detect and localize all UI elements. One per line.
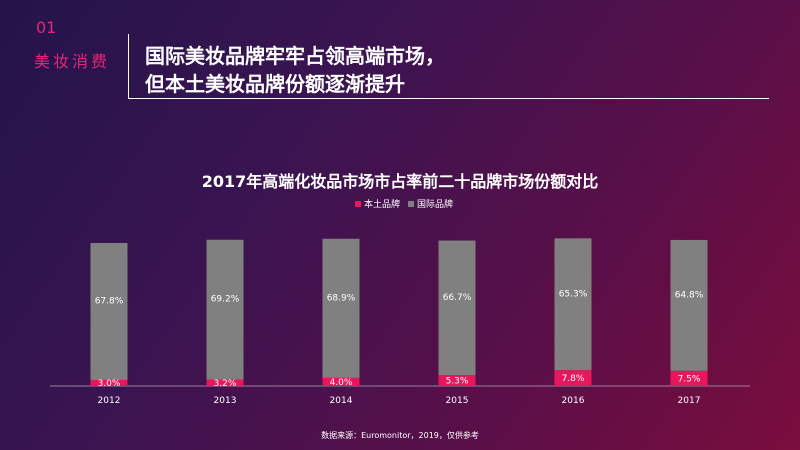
data-label-domestic-2013: 3.2%	[214, 379, 237, 389]
bar-domestic-2015	[438, 375, 476, 386]
x-tick-label-2013: 2013	[214, 396, 237, 406]
source-note: 数据来源：Euromonitor，2019，仅供参考	[321, 431, 479, 440]
title-frame: 国际美妆品牌牢牢占领高端市场， 但本土美妆品牌份额逐渐提升	[128, 34, 769, 99]
section-number: 01	[36, 18, 57, 37]
chart-legend: 本土品牌 国际品牌	[355, 197, 461, 210]
data-label-international-2015: 66.7%	[443, 293, 472, 303]
bar-international-2017	[670, 239, 708, 371]
bar-international-2016	[554, 238, 592, 371]
legend-swatch-domestic	[355, 200, 361, 207]
x-tick-label-2015: 2015	[446, 396, 469, 406]
bar-domestic-2013	[206, 379, 244, 386]
bar-international-2015	[438, 240, 476, 376]
data-label-domestic-2015: 5.3%	[446, 377, 469, 387]
data-label-domestic-2014: 4.0%	[330, 378, 353, 388]
bar-domestic-2012	[90, 379, 128, 386]
bar-domestic-2017	[670, 370, 708, 386]
legend-item-international: 国际品牌	[408, 197, 453, 210]
legend-label-domestic: 本土品牌	[364, 200, 401, 210]
page-title-line-1: 国际美妆品牌牢牢占领高端市场，	[145, 44, 445, 68]
data-label-domestic-2012: 3.0%	[98, 379, 121, 389]
data-label-domestic-2016: 7.8%	[562, 374, 585, 384]
section-label: 美妆消费	[34, 52, 111, 71]
data-label-international-2012: 67.8%	[95, 296, 124, 306]
legend-label-international: 国际品牌	[417, 200, 454, 210]
data-label-international-2013: 69.2%	[211, 295, 240, 305]
chart-title: 2017年高端化妆品市场市占率前二十品牌市场份额对比	[201, 172, 599, 191]
x-tick-label-2012: 2012	[98, 396, 121, 406]
bar-domestic-2014	[322, 377, 360, 386]
legend-item-domestic: 本土品牌	[355, 197, 400, 210]
data-label-domestic-2017: 7.5%	[678, 374, 701, 384]
x-tick-label-2017: 2017	[678, 396, 701, 406]
bar-international-2012	[90, 242, 128, 380]
data-label-international-2017: 64.8%	[675, 290, 704, 300]
page-title-line-2: 但本土美妆品牌份额逐渐提升	[145, 72, 405, 96]
bar-domestic-2016	[554, 370, 592, 386]
bar-international-2014	[322, 238, 360, 378]
data-label-international-2014: 68.9%	[327, 293, 356, 303]
bar-international-2013	[206, 239, 244, 380]
data-label-international-2016: 65.3%	[559, 289, 588, 299]
x-tick-label-2014: 2014	[330, 396, 353, 406]
legend-swatch-international	[408, 200, 415, 207]
x-tick-label-2016: 2016	[562, 396, 585, 406]
